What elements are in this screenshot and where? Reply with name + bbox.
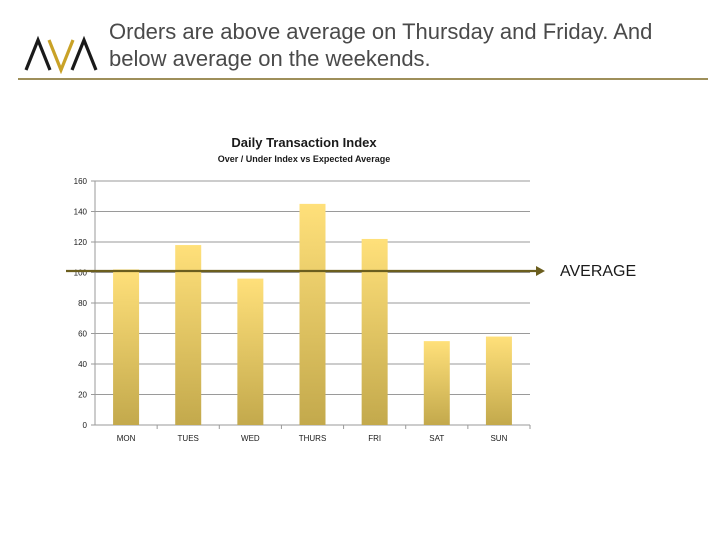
x-tick-label: MON: [117, 434, 136, 443]
y-tick-label: 120: [74, 238, 88, 247]
y-tick-label: 160: [74, 177, 88, 186]
bar-tues: [175, 245, 202, 425]
header-rule: [18, 78, 708, 80]
y-tick-label: 40: [78, 360, 87, 369]
y-tick-label: 0: [83, 421, 88, 430]
bar-mon: [113, 269, 140, 425]
average-arrowhead: [536, 265, 545, 276]
y-tick-label: 80: [78, 299, 87, 308]
headline-line-1: Orders are above average on Thursday and…: [109, 19, 653, 44]
bar-wed: [237, 278, 264, 425]
x-tick-label: FRI: [368, 434, 381, 443]
headline-line-2: below average on the weekends.: [109, 46, 431, 71]
x-tick-label: THURS: [299, 434, 327, 443]
bar-fri: [361, 238, 388, 425]
headline: Orders are above average on Thursday and…: [109, 18, 709, 72]
x-tick-label: SUN: [490, 434, 507, 443]
x-tick-label: WED: [241, 434, 260, 443]
bar-thurs: [299, 203, 326, 425]
chart-subtitle: Over / Under Index vs Expected Average: [218, 154, 390, 164]
y-tick-label: 20: [78, 391, 87, 400]
bar-sat: [423, 341, 450, 425]
y-tick-label: 140: [74, 208, 88, 217]
y-tick-label: 100: [74, 269, 88, 278]
bar-sun: [485, 336, 512, 425]
average-label: AVERAGE: [560, 263, 636, 280]
y-tick-label: 60: [78, 330, 87, 339]
chart-title: Daily Transaction Index: [231, 135, 377, 150]
x-tick-label: TUES: [178, 434, 199, 443]
x-tick-label: SAT: [429, 434, 444, 443]
ava-logo: [24, 35, 98, 74]
